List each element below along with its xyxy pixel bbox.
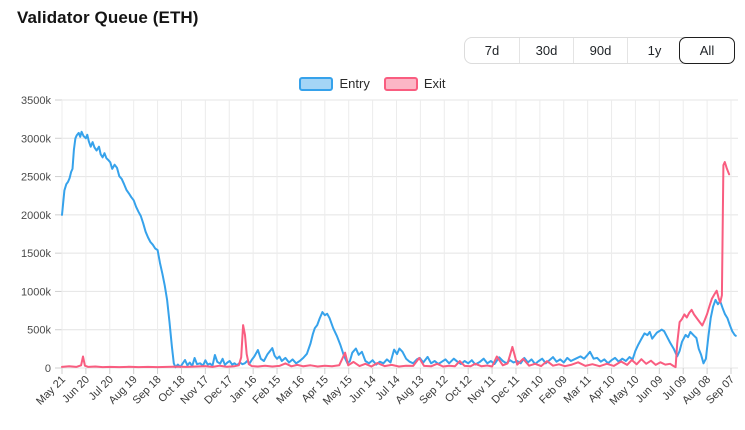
legend-item-entry[interactable]: Entry [299, 76, 370, 91]
legend-item-exit[interactable]: Exit [383, 76, 446, 91]
legend-label-exit: Exit [423, 76, 446, 91]
y-axis-tick-label: 500k [27, 325, 51, 337]
x-axis-tick-label: Jun 09 [634, 374, 666, 406]
chart-legend: Entry Exit [0, 76, 745, 91]
y-axis-tick-label: 2000k [21, 210, 51, 222]
range-button-90d[interactable]: 90d [573, 38, 627, 63]
x-axis-tick-label: Jun 14 [347, 374, 379, 406]
page-title: Validator Queue (ETH) [17, 8, 199, 27]
range-button-30d[interactable]: 30d [519, 38, 573, 63]
y-axis-tick-label: 1500k [21, 248, 51, 260]
range-button-all[interactable]: All [679, 37, 735, 64]
exit-line [61, 161, 731, 369]
y-axis-tick-label: 0 [45, 363, 51, 375]
y-axis-tick-label: 2500k [21, 172, 51, 184]
y-axis-tick-label: 3000k [21, 133, 51, 145]
x-axis-tick-label: May 21 [34, 374, 68, 408]
range-selector: 7d 30d 90d 1y All [464, 37, 735, 64]
entry-series-swatch-icon [299, 76, 334, 91]
y-axis-tick-label: 1000k [21, 286, 51, 298]
legend-label-entry: Entry [339, 76, 370, 91]
chart-gridlines [55, 99, 738, 374]
y-axis-tick-label: 3500k [21, 95, 51, 107]
x-axis-tick-label: Mar 11 [562, 374, 594, 406]
range-button-1y[interactable]: 1y [627, 38, 681, 63]
range-button-7d[interactable]: 7d [465, 38, 519, 63]
entry-line [61, 130, 737, 369]
chart-axis-labels: 0 500k 1000k 1500k 2000k 2500k 3000k 3500k May 2… [21, 95, 737, 408]
exit-series-swatch-icon [383, 76, 418, 91]
x-axis-tick-label: Jun 20 [60, 374, 92, 406]
